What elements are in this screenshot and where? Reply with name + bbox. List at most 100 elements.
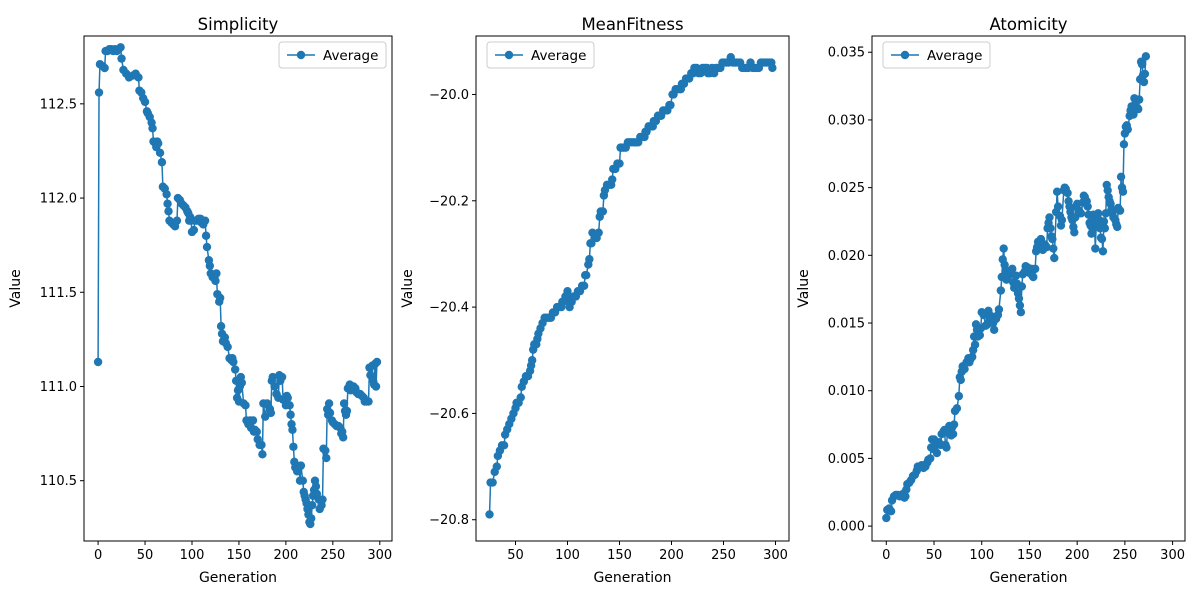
data-point — [1123, 125, 1132, 134]
x-tick-label: 100 — [180, 548, 205, 563]
data-point — [339, 399, 349, 408]
data-point — [1046, 224, 1055, 233]
data-point — [211, 276, 220, 286]
data-point — [1048, 234, 1057, 244]
data-point — [229, 357, 238, 367]
data-point — [1070, 228, 1079, 237]
data-point — [172, 216, 182, 225]
meanfitness-x-axis-label: Generation — [593, 570, 671, 586]
data-point — [1139, 77, 1149, 87]
data-point — [949, 420, 959, 429]
data-point — [952, 404, 962, 413]
x-tick-label: 200 — [1065, 548, 1090, 563]
atomicity-y-axis-label: Value — [796, 269, 812, 307]
data-point — [205, 261, 215, 271]
data-point — [248, 416, 258, 425]
data-point — [134, 73, 143, 82]
data-point — [1042, 243, 1051, 252]
meanfitness-markers — [485, 53, 777, 519]
x-tick-label: 100 — [969, 548, 994, 563]
data-point — [1091, 244, 1100, 253]
x-tick-label: 0 — [882, 548, 890, 563]
simplicity-series-line — [97, 45, 378, 527]
y-tick-label: 110.5 — [40, 474, 77, 489]
data-point — [1135, 95, 1144, 104]
x-tick-label: 150 — [607, 548, 632, 563]
legend-marker — [900, 50, 910, 60]
simplicity-axes-frame — [83, 35, 393, 542]
legend-marker — [504, 50, 514, 60]
y-tick-label: 0.035 — [828, 46, 865, 61]
y-tick-label: 0.025 — [828, 181, 865, 196]
data-point — [283, 393, 292, 402]
data-point — [608, 175, 617, 184]
data-point — [321, 446, 330, 455]
legend-box — [486, 41, 595, 69]
simplicity-legend: Average — [278, 41, 387, 69]
data-point — [212, 269, 221, 278]
data-point — [926, 454, 935, 463]
data-point — [1093, 209, 1103, 218]
data-point — [666, 100, 675, 110]
data-point — [901, 492, 910, 501]
y-tick-label: 0.005 — [828, 452, 865, 467]
y-tick-label: −20.6 — [429, 407, 469, 422]
data-point — [202, 242, 212, 252]
data-point — [157, 158, 167, 167]
data-point — [1113, 222, 1122, 232]
atomicity-title: Atomicity — [989, 15, 1067, 34]
data-point — [1137, 60, 1147, 69]
simplicity-x-axis-label: Generation — [199, 570, 277, 586]
data-point — [307, 514, 316, 523]
data-point — [268, 372, 277, 382]
data-point — [277, 372, 287, 382]
legend-marker — [296, 50, 306, 60]
y-tick-label: 0.000 — [828, 520, 865, 535]
y-tick-label: −20.2 — [429, 194, 469, 209]
meanfitness-y-axis-label: Value — [400, 269, 416, 307]
data-point — [1016, 307, 1026, 317]
legend-box — [882, 41, 991, 69]
data-point — [485, 510, 494, 519]
y-tick-label: 0.010 — [828, 384, 865, 399]
x-tick-label: 50 — [137, 548, 154, 563]
data-point — [200, 216, 210, 225]
data-point — [298, 476, 307, 485]
data-point — [148, 124, 157, 133]
x-tick-label: 50 — [507, 548, 524, 563]
data-point — [1103, 186, 1112, 195]
simplicity-markers — [93, 43, 382, 529]
data-point — [371, 382, 381, 391]
data-point — [932, 448, 942, 458]
data-point — [1011, 271, 1021, 280]
x-tick-label: 250 — [320, 548, 345, 563]
data-point — [372, 357, 382, 367]
data-point — [1014, 294, 1024, 303]
data-point — [1118, 187, 1128, 196]
data-point — [266, 408, 276, 418]
y-tick-label: 111.0 — [40, 380, 77, 395]
meanfitness-axes-frame — [475, 35, 790, 542]
data-point — [1017, 282, 1027, 291]
data-point — [100, 63, 109, 73]
data-point — [968, 352, 977, 362]
data-point — [285, 401, 294, 410]
x-tick-label: 250 — [711, 548, 736, 563]
y-tick-label: 112.5 — [40, 97, 77, 112]
x-tick-label: 0 — [94, 548, 102, 563]
subplot-atomicity: 0 50 100 150 200 250 300 0.000 0.005 0.010 0.015 0.… — [796, 15, 1186, 586]
data-point — [585, 255, 594, 264]
data-point — [999, 244, 1008, 253]
data-point — [364, 397, 373, 406]
y-tick-label: 112.0 — [40, 192, 77, 207]
data-point — [140, 97, 150, 107]
data-point — [516, 393, 525, 402]
simplicity-y-axis-label: Value — [8, 269, 24, 307]
y-tick-label: 0.015 — [828, 317, 865, 332]
data-point — [1134, 104, 1143, 114]
data-point — [1100, 224, 1110, 233]
data-point — [257, 440, 266, 450]
meanfitness-series-line — [488, 55, 774, 515]
y-tick-label: −20.8 — [429, 513, 469, 528]
data-point — [252, 427, 261, 436]
